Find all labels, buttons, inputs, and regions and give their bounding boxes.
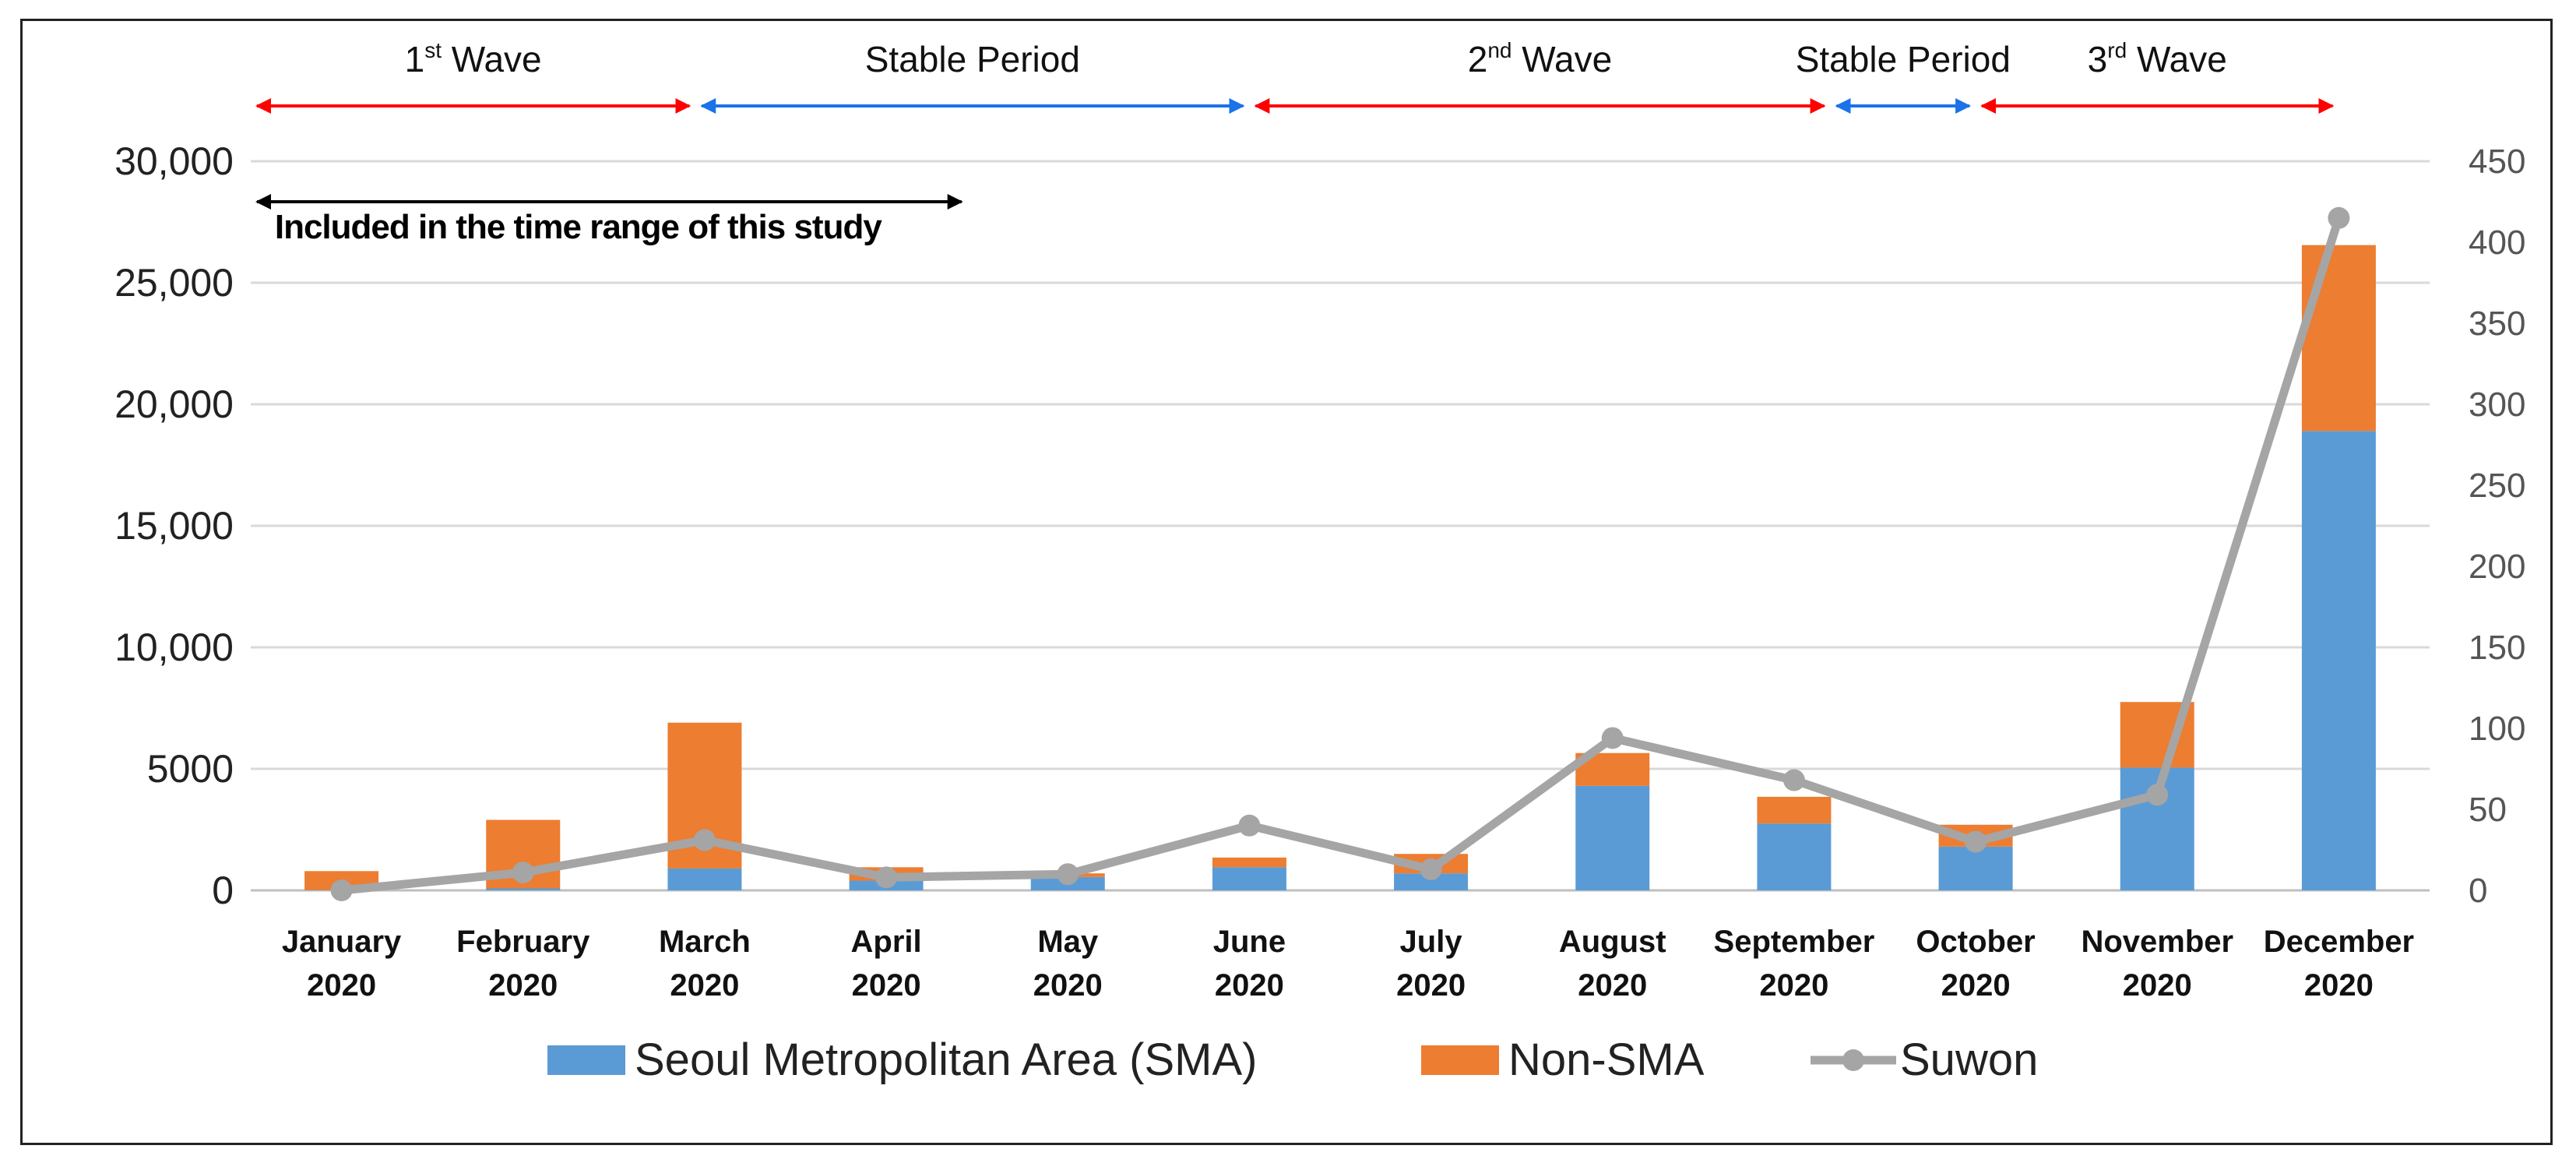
y-right-tick-label: 400 bbox=[2469, 224, 2525, 262]
suwon-point bbox=[693, 829, 716, 851]
gridlines bbox=[251, 160, 2430, 892]
bar-non-sma bbox=[2301, 245, 2376, 432]
period-label: Stable Period bbox=[865, 39, 1080, 79]
x-tick-label-year: 2020 bbox=[670, 968, 739, 1003]
bar-sma bbox=[1757, 823, 1832, 890]
y-right-tick-label: 0 bbox=[2469, 872, 2487, 910]
x-tick-label-month: August bbox=[1559, 925, 1666, 959]
bar-sma bbox=[667, 868, 742, 890]
x-tick-label-month: March bbox=[659, 925, 751, 959]
x-tick-label-month: November bbox=[2081, 925, 2233, 959]
x-tick-label-year: 2020 bbox=[1578, 968, 1647, 1003]
period-label: 1st Wave bbox=[405, 38, 542, 79]
bar-sma bbox=[2301, 431, 2376, 890]
suwon-point bbox=[2328, 206, 2350, 229]
legend-swatch-suwon-point bbox=[1842, 1049, 1864, 1071]
bar-sma bbox=[1394, 873, 1469, 890]
y-left-tick-label: 10,000 bbox=[114, 626, 234, 669]
x-tick-label-year: 2020 bbox=[488, 968, 558, 1003]
y-right-tick-label: 300 bbox=[2469, 386, 2525, 424]
x-tick-label-month: July bbox=[1400, 925, 1463, 959]
legend: Seoul Metropolitan Area (SMA) Non-SMA Suwo… bbox=[547, 1034, 2038, 1085]
suwon-point bbox=[1965, 830, 1987, 853]
period-label: 2nd Wave bbox=[1468, 38, 1612, 79]
x-tick-label-month: June bbox=[1213, 925, 1286, 959]
suwon-point bbox=[512, 862, 534, 884]
suwon-series-line bbox=[341, 217, 2343, 895]
suwon-point bbox=[330, 879, 353, 901]
x-tick-label-year: 2020 bbox=[2304, 968, 2374, 1003]
suwon-point bbox=[1057, 863, 1079, 886]
period-annotations: 1st Wave Stable Period 2nd Wave Stable Peri… bbox=[255, 38, 2335, 246]
x-tick-label-month: December bbox=[2264, 925, 2414, 959]
axes: 30,000 25,000 20,000 15,000 10,000 5000 0 450 40… bbox=[114, 139, 2525, 1003]
bar-sma bbox=[1938, 846, 2013, 890]
x-tick-label-month: April bbox=[851, 925, 922, 959]
x-tick-label-month: January bbox=[282, 925, 402, 959]
chart-frame bbox=[20, 19, 2553, 1145]
y-right-tick-label: 100 bbox=[2469, 710, 2525, 748]
y-left-tick-label: 5000 bbox=[147, 747, 234, 791]
x-tick-label-year: 2020 bbox=[1941, 968, 2011, 1003]
x-tick-label-year: 2020 bbox=[307, 968, 376, 1003]
period-label: Stable Period bbox=[1796, 39, 2011, 79]
bar-sma bbox=[1575, 785, 1650, 890]
y-left-tick-label: 15,000 bbox=[114, 504, 234, 548]
legend-label-suwon: Suwon bbox=[1900, 1034, 2038, 1085]
suwon-line bbox=[330, 206, 2350, 901]
study-range-label: Included in the time range of this study bbox=[275, 208, 882, 246]
x-tick-label-year: 2020 bbox=[1759, 968, 1828, 1003]
y-left-tick-label: 0 bbox=[212, 869, 234, 912]
x-tick-label-year: 2020 bbox=[1215, 968, 1284, 1003]
x-tick-label-month: May bbox=[1037, 925, 1099, 959]
period-label: 3rd Wave bbox=[2088, 38, 2227, 79]
suwon-point bbox=[1238, 814, 1261, 837]
suwon-point bbox=[1601, 727, 1624, 749]
legend-label-non-sma: Non-SMA bbox=[1508, 1034, 1705, 1085]
x-tick-label-month: October bbox=[1916, 925, 2035, 959]
y-left-tick-label: 30,000 bbox=[114, 139, 234, 183]
y-right-tick-label: 50 bbox=[2469, 791, 2507, 829]
x-tick-label-year: 2020 bbox=[1033, 968, 1103, 1003]
y-right-tick-label: 450 bbox=[2469, 143, 2525, 181]
suwon-point bbox=[1420, 858, 1442, 880]
x-tick-label-year: 2020 bbox=[852, 968, 921, 1003]
y-left-tick-label: 20,000 bbox=[114, 382, 234, 426]
legend-label-sma: Seoul Metropolitan Area (SMA) bbox=[635, 1034, 1257, 1085]
y-right-tick-label: 250 bbox=[2469, 467, 2525, 505]
bars bbox=[304, 245, 2376, 890]
x-tick-label-month: September bbox=[1714, 925, 1875, 959]
legend-swatch-sma bbox=[547, 1045, 625, 1075]
y-left-tick-label: 25,000 bbox=[114, 261, 234, 305]
x-tick-label-year: 2020 bbox=[1396, 968, 1466, 1003]
bar-non-sma bbox=[1757, 796, 1832, 824]
legend-swatch-non-sma bbox=[1421, 1045, 1499, 1075]
x-tick-label-month: February bbox=[456, 925, 590, 959]
bar-non-sma bbox=[1212, 857, 1286, 868]
suwon-point bbox=[1782, 769, 1805, 791]
suwon-point bbox=[875, 866, 898, 889]
y-right-tick-label: 200 bbox=[2469, 548, 2525, 586]
y-right-tick-label: 350 bbox=[2469, 305, 2525, 343]
y-right-tick-label: 150 bbox=[2469, 629, 2525, 667]
bar-sma bbox=[1212, 867, 1286, 890]
x-tick-label-year: 2020 bbox=[2123, 968, 2192, 1003]
bar-sma bbox=[486, 888, 561, 890]
suwon-point bbox=[2146, 784, 2169, 806]
